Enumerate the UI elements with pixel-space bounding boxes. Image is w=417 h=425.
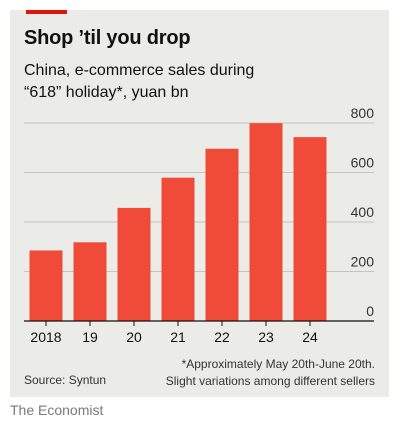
x-tick-label: 19: [82, 329, 98, 345]
brand-accent-bar: [26, 10, 67, 14]
y-tick-label: 200: [351, 254, 375, 270]
chart-subtitle: China, e-commerce sales during “618” hol…: [24, 60, 354, 104]
y-tick-label: 600: [351, 155, 375, 171]
subtitle-line-2: “618” holiday*, yuan bn: [24, 84, 189, 101]
footnote-line-2: Slight variations among different seller…: [165, 374, 375, 388]
y-tick-label: 800: [351, 105, 375, 121]
bar: [205, 148, 239, 321]
x-tick-label: 21: [170, 329, 186, 345]
publisher-credit: The Economist: [10, 402, 104, 418]
footnote-line-1: *Approximately May 20th-June 20th.: [181, 357, 375, 371]
x-tick-label: 2018: [30, 329, 61, 345]
source-note: Source: Syntun: [24, 373, 107, 387]
x-tick-label: 22: [214, 329, 230, 345]
chart-title: Shop ’til you drop: [24, 27, 191, 49]
bar: [29, 250, 63, 321]
bar: [117, 207, 151, 321]
footnote: *Approximately May 20th-June 20th. Sligh…: [166, 356, 375, 390]
x-tick-label: 23: [258, 329, 274, 345]
bar: [161, 177, 195, 321]
subtitle-line-1: China, e-commerce sales during: [24, 62, 255, 79]
y-tick-label: 0: [366, 303, 374, 319]
y-tick-label: 400: [351, 204, 375, 220]
x-tick-label: 24: [302, 329, 318, 345]
bar-chart: 0 200 400 600 800 2018 19 20 21 22 23 24: [24, 105, 375, 345]
chart-card: Shop ’til you drop China, e-commerce sal…: [10, 10, 389, 397]
bar: [293, 137, 327, 321]
x-tick-label: 20: [126, 329, 142, 345]
bar: [249, 123, 283, 321]
bar: [73, 242, 107, 321]
